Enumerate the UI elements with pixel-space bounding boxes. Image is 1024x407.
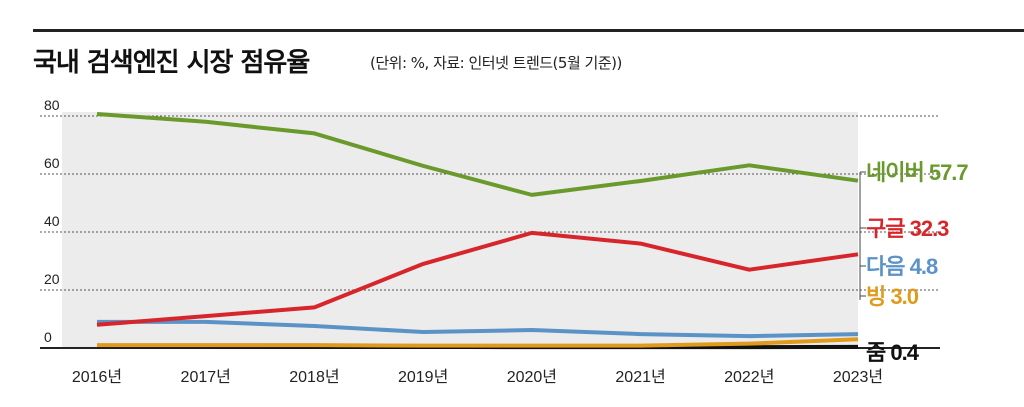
x-tick-label: 2021년 xyxy=(615,368,665,386)
series-line-구글 xyxy=(96,230,859,327)
series-label-네이버: 네이버 57.7 xyxy=(866,160,968,185)
plot-background xyxy=(62,112,858,348)
y-tick-label: 0 xyxy=(44,329,52,345)
series-line-다음 xyxy=(97,319,859,339)
x-tick-label: 2016년 xyxy=(72,368,122,386)
series-label-줌: 줌 0.4 xyxy=(866,340,920,365)
series-label-다음: 다음 4.8 xyxy=(866,254,938,279)
x-tick-label: 2019년 xyxy=(398,368,448,386)
y-tick-label: 40 xyxy=(44,213,60,229)
series-label-빙: 빙 3.0 xyxy=(866,284,919,309)
x-tick-label: 2017년 xyxy=(181,368,231,386)
series-label-구글: 구글 32.3 xyxy=(866,216,949,241)
x-tick-label: 2020년 xyxy=(507,368,557,386)
series-line-네이버 xyxy=(96,111,859,197)
chart-title: 국내 검색엔진 시장 점유율 xyxy=(33,48,310,78)
x-tick-label: 2018년 xyxy=(289,368,339,386)
y-tick-label: 80 xyxy=(44,97,60,113)
y-tick-label: 20 xyxy=(44,271,60,287)
top-rule xyxy=(33,29,1024,32)
series-line-빙 xyxy=(97,337,859,348)
y-tick-label: 60 xyxy=(44,155,60,171)
x-tick-label: 2023년 xyxy=(833,368,883,386)
x-tick-label: 2022년 xyxy=(724,368,774,386)
chart-subtitle: (단위: %, 자료: 인터넷 트렌드(5월 기준)) xyxy=(370,54,622,72)
